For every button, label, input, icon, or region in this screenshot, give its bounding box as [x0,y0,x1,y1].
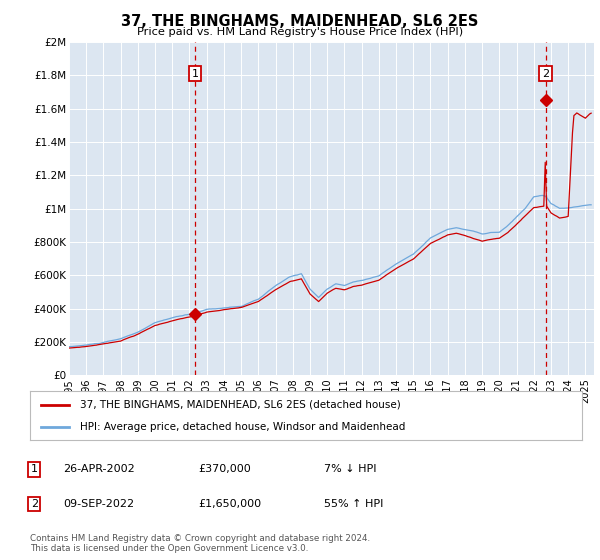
Text: £1,650,000: £1,650,000 [198,499,261,509]
Text: 2: 2 [542,69,549,78]
Text: 2: 2 [31,499,38,509]
Text: 7% ↓ HPI: 7% ↓ HPI [324,464,377,474]
Text: 55% ↑ HPI: 55% ↑ HPI [324,499,383,509]
Text: 09-SEP-2022: 09-SEP-2022 [63,499,134,509]
Text: Contains HM Land Registry data © Crown copyright and database right 2024.
This d: Contains HM Land Registry data © Crown c… [30,534,370,553]
Text: £370,000: £370,000 [198,464,251,474]
Text: HPI: Average price, detached house, Windsor and Maidenhead: HPI: Average price, detached house, Wind… [80,422,405,432]
Text: 26-APR-2002: 26-APR-2002 [63,464,135,474]
Text: 1: 1 [191,69,199,78]
Text: 1: 1 [31,464,38,474]
Text: 37, THE BINGHAMS, MAIDENHEAD, SL6 2ES: 37, THE BINGHAMS, MAIDENHEAD, SL6 2ES [121,14,479,29]
Text: 37, THE BINGHAMS, MAIDENHEAD, SL6 2ES (detached house): 37, THE BINGHAMS, MAIDENHEAD, SL6 2ES (d… [80,399,400,409]
Text: Price paid vs. HM Land Registry's House Price Index (HPI): Price paid vs. HM Land Registry's House … [137,27,463,37]
